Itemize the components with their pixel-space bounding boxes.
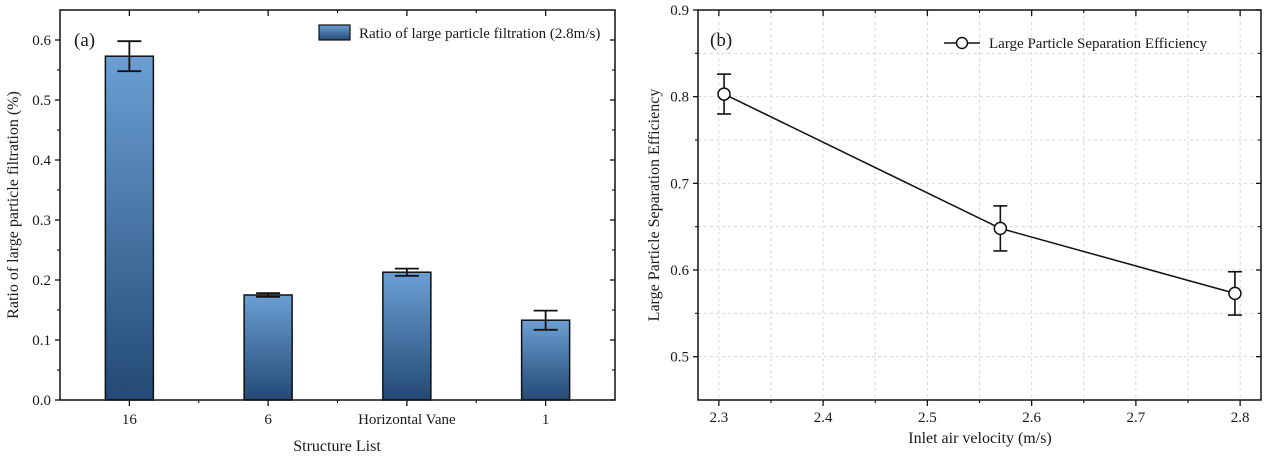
b-x-tick-label: 2.6 bbox=[1022, 410, 1041, 426]
b-series bbox=[717, 73, 1242, 316]
a-y-tick-label: 0.4 bbox=[32, 153, 51, 169]
b-data-point-1 bbox=[993, 221, 1008, 236]
a-x-tick-label: 6 bbox=[264, 412, 272, 428]
b-legend: Large Particle Separation Efficiency bbox=[944, 36, 1208, 52]
a-x-tick-label: Horizontal Vane bbox=[358, 412, 456, 428]
bar-0 bbox=[104, 55, 155, 401]
b-x-tick-label: 2.4 bbox=[814, 410, 833, 426]
a-panel-label: (a) bbox=[74, 30, 95, 51]
b-panel-label: (b) bbox=[710, 30, 732, 51]
bar-1 bbox=[243, 294, 293, 401]
a-x-axis-title: Structure List bbox=[293, 438, 381, 455]
a-y-tick-label: 0.0 bbox=[32, 393, 51, 409]
b-x-tick-label: 2.3 bbox=[709, 410, 728, 426]
a-y-tick-label: 0.5 bbox=[32, 93, 51, 109]
b-y-tick-label: 0.8 bbox=[670, 90, 689, 106]
b-x-tick-label: 2.8 bbox=[1231, 410, 1250, 426]
b-legend-text: Large Particle Separation Efficiency bbox=[989, 36, 1208, 52]
b-x-tick-label: 2.5 bbox=[918, 410, 937, 426]
b-x-ticks: 2.3 2.4 2.5 2.6 2.7 2.8 bbox=[709, 10, 1250, 426]
b-y-tick-label: 0.5 bbox=[670, 350, 689, 366]
a-y-axis-title: Ratio of large particle filtration (%) bbox=[5, 91, 22, 319]
b-y-axis-title: Large Particle Separation Efficiency bbox=[646, 89, 663, 322]
b-x-axis-title: Inlet air velocity (m/s) bbox=[908, 430, 1052, 447]
b-y-tick-label: 0.9 bbox=[670, 3, 689, 19]
a-y-tick-label: 0.1 bbox=[32, 333, 51, 349]
b-y-ticks: 0.5 0.6 0.7 0.8 0.9 bbox=[670, 3, 1261, 366]
chart-b: 0.5 0.6 0.7 0.8 0.9 2.3 2.4 2.5 2.6 2.7 2.8 (b) L… bbox=[646, 3, 1262, 447]
bar-2 bbox=[382, 271, 432, 401]
b-y-tick-label: 0.7 bbox=[670, 176, 689, 192]
b-data-point-0 bbox=[717, 87, 731, 101]
a-y-ticks: 0.0 0.1 0.2 0.3 0.4 0.5 0.6 bbox=[32, 33, 615, 409]
b-legend-marker bbox=[955, 36, 969, 50]
a-legend-text: Ratio of large particle filtration (2.8m… bbox=[359, 26, 600, 42]
bar-3 bbox=[520, 319, 571, 401]
a-x-tick-label: 16 bbox=[122, 412, 138, 428]
a-y-tick-label: 0.2 bbox=[32, 273, 51, 289]
b-y-tick-label: 0.6 bbox=[670, 263, 689, 279]
a-y-tick-label: 0.3 bbox=[32, 213, 51, 229]
a-y-tick-label: 0.6 bbox=[32, 33, 51, 49]
b-grid bbox=[698, 10, 1261, 400]
b-x-tick-label: 2.7 bbox=[1127, 410, 1146, 426]
a-bars bbox=[104, 40, 571, 401]
b-data-point-2 bbox=[1228, 286, 1242, 301]
a-x-ticks: 16 6 Horizontal Vane 1 bbox=[122, 10, 550, 428]
a-x-tick-label: 1 bbox=[542, 412, 550, 428]
chart-a: 0.0 0.1 0.2 0.3 0.4 0.5 0.6 16 6 Horizontal Vane… bbox=[5, 9, 616, 455]
a-legend-swatch bbox=[318, 24, 351, 41]
a-legend: Ratio of large particle filtration (2.8m… bbox=[318, 24, 600, 42]
